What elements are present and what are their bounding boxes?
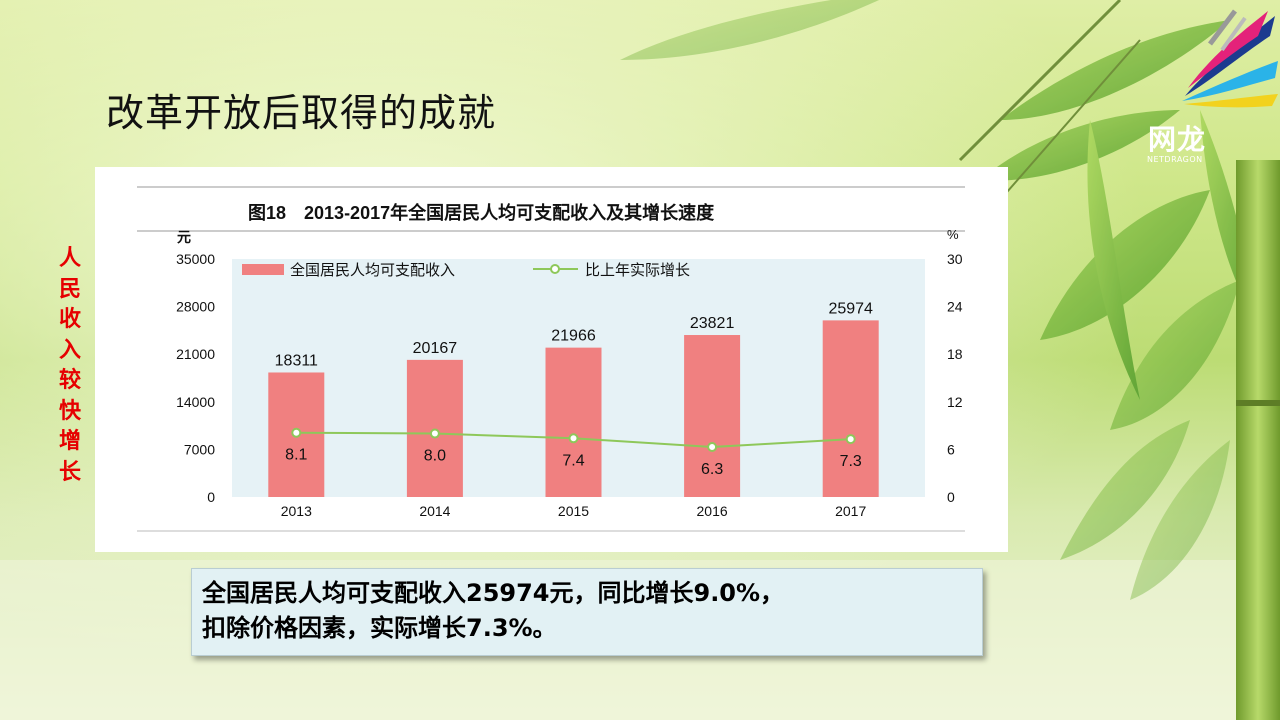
growth-value-label: 6.3 bbox=[701, 461, 723, 478]
bar-value-label: 18311 bbox=[275, 352, 318, 369]
logo-name-cn: 网龙 bbox=[1148, 123, 1207, 156]
side-label: 人 民 收 入 较 快 增 长 bbox=[55, 244, 85, 488]
y-right-tick-label: 24 bbox=[947, 299, 963, 315]
y-left-tick-label: 14000 bbox=[176, 394, 215, 410]
x-tick-label: 2013 bbox=[281, 503, 312, 519]
chart-panel: 图18 2013-2017年全国居民人均可支配收入及其增长速度元 0 7000 140… bbox=[95, 167, 1008, 552]
x-tick-label: 2015 bbox=[558, 503, 589, 519]
y-left-tick-label: 7000 bbox=[184, 441, 215, 457]
bar-value-label: 20167 bbox=[413, 340, 458, 357]
side-label-char: 长 bbox=[58, 459, 81, 485]
x-tick-label: 2017 bbox=[835, 503, 866, 519]
bar bbox=[684, 335, 741, 497]
y-right-tick-label: 12 bbox=[947, 394, 963, 410]
y-right-tick-label: 30 bbox=[947, 251, 963, 267]
bamboo-stem bbox=[1236, 160, 1280, 720]
x-tick-label: 2016 bbox=[697, 503, 728, 519]
caption-line-2: 扣除价格因素，实际增长7.3%。 bbox=[202, 614, 557, 642]
bar-value-label: 21966 bbox=[551, 328, 596, 345]
slide-title: 改革开放后取得的成就 bbox=[106, 91, 497, 135]
y-right-tick-label: 18 bbox=[947, 346, 963, 362]
growth-point bbox=[568, 433, 579, 444]
growth-value-label: 8.1 bbox=[285, 447, 307, 464]
side-label-char: 较 bbox=[58, 368, 81, 393]
y-right-tick-label: 0 bbox=[947, 489, 955, 505]
netdragon-logo-icon bbox=[1182, 9, 1278, 108]
y-right-unit: % bbox=[947, 227, 959, 242]
legend-line-marker bbox=[550, 264, 560, 274]
growth-point bbox=[291, 427, 302, 438]
side-label-char: 增 bbox=[58, 429, 81, 454]
bar bbox=[822, 320, 879, 497]
bar-value-label: 25974 bbox=[828, 300, 873, 317]
x-tick-label: 2014 bbox=[419, 503, 450, 519]
logo-name-en: NETDRAGON bbox=[1147, 155, 1203, 164]
bar bbox=[545, 347, 602, 497]
growth-value-label: 7.4 bbox=[562, 452, 584, 469]
y-left-tick-label: 21000 bbox=[176, 346, 215, 362]
side-label-char: 人 bbox=[58, 246, 81, 271]
legend-line-label: 比上年实际增长 bbox=[585, 262, 690, 279]
growth-value-label: 8.0 bbox=[424, 448, 446, 465]
side-label-char: 快 bbox=[58, 398, 81, 424]
y-left-tick-label: 35000 bbox=[176, 251, 215, 267]
growth-value-label: 7.3 bbox=[840, 453, 862, 470]
caption-box: 全国居民人均可支配收入25974元，同比增长9.0%， 扣除价格因素，实际增长7… bbox=[191, 568, 983, 656]
chart-title: 图18 2013-2017年全国居民人均可支配收入及其增长速度 bbox=[248, 202, 715, 223]
legend-bar-label: 全国居民人均可支配收入 bbox=[290, 261, 455, 279]
y-left-tick-label: 28000 bbox=[176, 299, 215, 315]
growth-point bbox=[845, 434, 856, 445]
side-label-char: 收 bbox=[58, 307, 81, 332]
y-left-unit: 元 bbox=[177, 229, 191, 245]
bar-value-label: 23821 bbox=[690, 315, 735, 332]
y-right-tick-label: 6 bbox=[947, 441, 955, 457]
legend-bar-swatch bbox=[242, 264, 284, 275]
growth-point bbox=[707, 442, 718, 453]
caption-line-1: 全国居民人均可支配收入25974元，同比增长9.0%， bbox=[202, 579, 785, 607]
y-left-tick-label: 0 bbox=[207, 489, 215, 505]
growth-point bbox=[429, 428, 440, 439]
bar bbox=[406, 359, 463, 497]
side-label-char: 入 bbox=[58, 337, 81, 363]
side-label-char: 民 bbox=[58, 276, 81, 302]
